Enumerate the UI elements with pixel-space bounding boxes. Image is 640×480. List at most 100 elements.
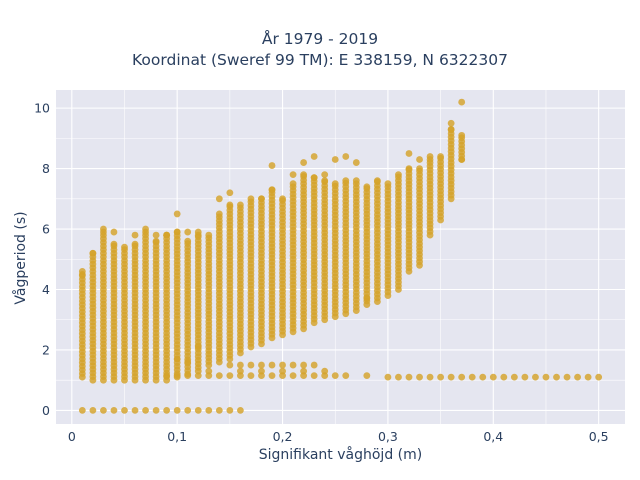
- data-point: [194, 372, 202, 380]
- data-point: [352, 159, 360, 166]
- data-point: [416, 373, 423, 381]
- data-point: [173, 407, 181, 414]
- data-point: [121, 407, 128, 414]
- data-point: [237, 361, 244, 369]
- data-point: [310, 174, 318, 182]
- data-point: [532, 373, 539, 381]
- data-point: [110, 228, 118, 236]
- data-point: [510, 373, 518, 381]
- data-point: [237, 407, 244, 414]
- y-tick-label: 6: [42, 222, 50, 237]
- data-point: [289, 171, 297, 179]
- data-point: [416, 156, 423, 163]
- data-point: [78, 407, 86, 414]
- data-point: [142, 407, 149, 414]
- data-point: [131, 240, 139, 248]
- data-point: [342, 177, 350, 185]
- data-point: [89, 249, 97, 257]
- data-point: [405, 165, 413, 172]
- data-point: [342, 153, 350, 160]
- data-point: [447, 125, 455, 133]
- y-tick-label: 4: [42, 282, 50, 297]
- data-point: [142, 225, 149, 233]
- data-point: [310, 372, 318, 380]
- data-point: [321, 177, 329, 185]
- data-point: [342, 372, 350, 380]
- y-tick-label: 10: [34, 101, 50, 116]
- data-point: [184, 372, 192, 380]
- data-point: [352, 177, 360, 185]
- data-point: [416, 165, 423, 172]
- data-points: [78, 98, 603, 414]
- x-tick-label: 0,5: [589, 429, 609, 444]
- data-point: [205, 372, 213, 380]
- data-point: [300, 367, 308, 375]
- data-point: [268, 361, 276, 369]
- data-point: [215, 372, 223, 380]
- data-point: [173, 355, 181, 363]
- data-point: [405, 150, 413, 157]
- data-point: [173, 228, 181, 236]
- data-point: [300, 171, 308, 179]
- x-tick-label: 0: [68, 429, 76, 444]
- data-point: [258, 367, 265, 375]
- chart-subtitle: Koordinat (Sweref 99 TM): E 338159, N 63…: [132, 51, 508, 69]
- data-point: [194, 343, 202, 351]
- data-point: [458, 156, 466, 163]
- data-point: [479, 373, 487, 381]
- data-point: [331, 372, 339, 380]
- data-point: [395, 171, 402, 179]
- data-point: [363, 295, 371, 302]
- data-point: [395, 373, 402, 381]
- data-point: [226, 407, 234, 414]
- data-point: [152, 237, 160, 245]
- data-point: [458, 98, 466, 106]
- data-point: [279, 195, 286, 203]
- data-point: [563, 373, 571, 381]
- data-point: [152, 231, 160, 239]
- data-point: [595, 373, 603, 381]
- tick-labels: 0 0,1 0,2 0,3 0,4 0,5 0 2 4 6 8 10: [34, 101, 609, 444]
- data-point: [163, 372, 171, 380]
- data-point: [237, 367, 244, 375]
- data-point: [226, 201, 234, 209]
- data-point: [89, 407, 97, 414]
- data-point: [226, 372, 234, 380]
- x-tick-label: 0,2: [273, 429, 293, 444]
- data-point: [437, 153, 444, 160]
- data-point: [237, 201, 244, 209]
- data-point: [553, 373, 560, 381]
- data-point: [405, 373, 413, 381]
- data-point: [310, 361, 318, 369]
- data-point: [437, 373, 444, 381]
- data-point: [310, 153, 318, 160]
- data-point: [205, 231, 213, 239]
- data-point: [247, 361, 255, 369]
- data-point: [489, 373, 497, 381]
- data-point: [205, 407, 213, 414]
- data-point: [110, 407, 118, 414]
- data-point: [173, 210, 181, 218]
- data-point: [173, 372, 181, 380]
- data-point: [163, 407, 171, 414]
- data-point: [331, 180, 339, 188]
- data-point: [426, 373, 434, 381]
- x-tick-label: 0,3: [378, 429, 398, 444]
- data-point: [458, 373, 466, 381]
- data-point: [184, 237, 192, 245]
- data-point: [521, 373, 529, 381]
- data-point: [78, 267, 86, 275]
- data-point: [321, 367, 329, 375]
- data-point: [184, 228, 192, 236]
- data-point: [131, 231, 139, 239]
- data-point: [194, 407, 202, 414]
- plot-background: [56, 90, 625, 424]
- x-tick-label: 0,1: [167, 429, 187, 444]
- data-point: [300, 159, 308, 166]
- data-point: [121, 243, 128, 251]
- data-point: [300, 361, 308, 369]
- data-point: [447, 119, 455, 127]
- chart-title: År 1979 - 2019: [261, 30, 379, 48]
- data-point: [215, 195, 223, 203]
